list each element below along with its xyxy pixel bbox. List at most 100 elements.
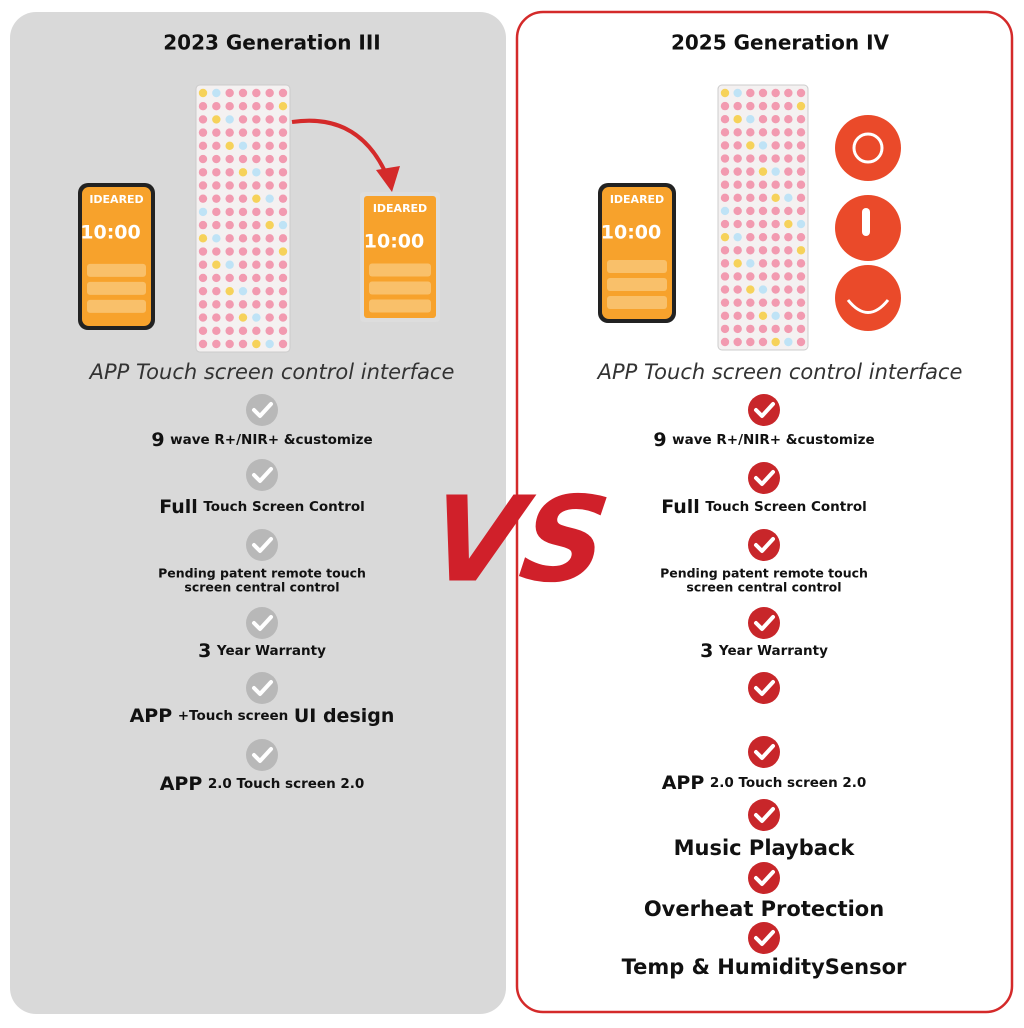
led bbox=[746, 337, 755, 347]
led bbox=[238, 313, 248, 322]
feature: 3 Year Warranty bbox=[198, 607, 326, 662]
led bbox=[758, 88, 768, 98]
led bbox=[278, 168, 288, 177]
led bbox=[746, 128, 755, 137]
led bbox=[252, 128, 261, 137]
feature: 9 wave R+/NIR+ &customize bbox=[151, 394, 373, 451]
led bbox=[746, 285, 755, 294]
check-circle bbox=[246, 607, 278, 639]
led bbox=[720, 311, 730, 320]
check-circle bbox=[748, 529, 780, 561]
led bbox=[746, 311, 755, 320]
led bbox=[225, 326, 234, 335]
led bbox=[796, 115, 806, 124]
clock: 10:00 bbox=[80, 222, 140, 244]
led bbox=[278, 326, 288, 335]
led bbox=[278, 194, 288, 203]
led bbox=[252, 88, 261, 98]
led bbox=[746, 272, 755, 281]
led bbox=[278, 339, 288, 349]
led bbox=[758, 232, 768, 242]
led bbox=[796, 193, 806, 203]
feature-text: 3 Year Warranty bbox=[198, 640, 326, 662]
led bbox=[796, 259, 806, 268]
led bbox=[733, 298, 742, 307]
led bbox=[733, 311, 742, 320]
led bbox=[265, 128, 274, 137]
led bbox=[733, 246, 742, 255]
led bbox=[212, 207, 221, 217]
led bbox=[252, 260, 261, 269]
led bbox=[796, 246, 806, 255]
led bbox=[758, 219, 768, 229]
led bbox=[225, 115, 234, 124]
feature: Full Touch Screen Control bbox=[661, 462, 867, 518]
led bbox=[252, 102, 261, 111]
screen-button bbox=[369, 263, 431, 277]
led bbox=[771, 285, 780, 294]
feature-text: Temp & HumiditySensor bbox=[622, 955, 907, 979]
led bbox=[252, 247, 261, 256]
feature-text: APP 2.0 Touch screen 2.0 bbox=[662, 772, 867, 794]
device-screen: IDEARED 10:00 bbox=[360, 192, 440, 322]
led bbox=[198, 313, 208, 322]
led bbox=[733, 259, 742, 268]
led bbox=[758, 193, 768, 203]
screen-button bbox=[87, 281, 146, 295]
led bbox=[733, 101, 742, 111]
led bbox=[225, 273, 234, 283]
led bbox=[771, 115, 780, 124]
check-mark bbox=[754, 807, 775, 823]
led bbox=[720, 259, 730, 268]
led bbox=[198, 260, 208, 269]
led bbox=[212, 102, 221, 111]
led bbox=[212, 181, 221, 190]
led bbox=[198, 115, 208, 124]
check-circle bbox=[748, 462, 780, 494]
led bbox=[198, 273, 208, 283]
feature-text: 9 wave R+/NIR+ &customize bbox=[151, 429, 372, 451]
led bbox=[784, 337, 793, 347]
led bbox=[796, 128, 806, 137]
brand: IDEARED bbox=[373, 202, 427, 215]
led bbox=[758, 167, 768, 176]
led bbox=[252, 207, 261, 217]
feature-text: 2.0 Touch screen 2.0 bbox=[710, 775, 866, 791]
led bbox=[784, 272, 793, 281]
led bbox=[265, 88, 274, 98]
led bbox=[796, 272, 806, 281]
led bbox=[198, 168, 208, 177]
led bbox=[784, 298, 793, 307]
led bbox=[758, 128, 768, 137]
feature-lead: 9 bbox=[151, 429, 164, 451]
led bbox=[225, 154, 234, 164]
feature: Temp & HumiditySensor bbox=[622, 922, 907, 979]
check-mark bbox=[252, 615, 273, 631]
check-circle bbox=[246, 739, 278, 771]
led bbox=[796, 232, 806, 242]
feature-tail: UI design bbox=[294, 705, 395, 727]
led bbox=[278, 88, 288, 98]
check-mark bbox=[252, 747, 273, 763]
led bbox=[212, 88, 221, 98]
led bbox=[252, 234, 261, 243]
check-mark bbox=[754, 470, 775, 486]
led bbox=[238, 300, 248, 309]
screen-button bbox=[369, 299, 431, 313]
led bbox=[746, 324, 755, 334]
check-circle bbox=[748, 922, 780, 954]
led bbox=[784, 193, 793, 203]
led bbox=[733, 193, 742, 203]
screen-button bbox=[87, 299, 146, 313]
screen-button bbox=[369, 281, 431, 295]
check-mark bbox=[754, 680, 775, 696]
led bbox=[238, 128, 248, 137]
led bbox=[796, 180, 806, 189]
led bbox=[784, 141, 793, 150]
feature: APP 2.0 Touch screen 2.0 bbox=[160, 739, 364, 795]
led bbox=[733, 206, 742, 216]
led bbox=[225, 102, 234, 111]
led-panel bbox=[195, 84, 291, 353]
led bbox=[746, 206, 755, 216]
check-circle bbox=[748, 394, 780, 426]
